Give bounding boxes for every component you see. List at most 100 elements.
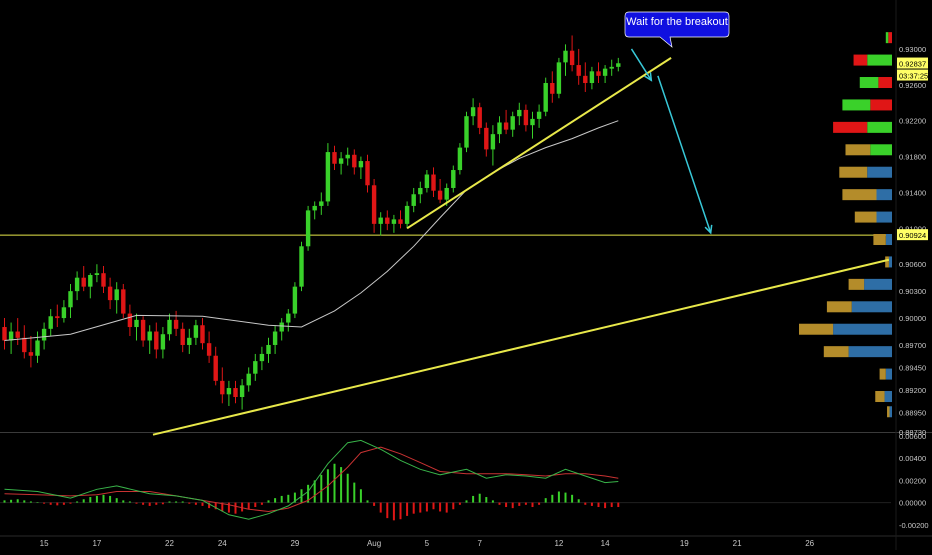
candle-body — [444, 187, 449, 200]
time-axis[interactable]: 15 17 22 24 29 Aug 5 7 12 14 19 21 26 — [40, 539, 815, 548]
volume-profile-bar — [859, 77, 879, 89]
price-tick-label: 0.92600 — [899, 81, 926, 90]
candle-body — [279, 322, 284, 332]
candle-body — [81, 277, 86, 287]
candle-body — [266, 344, 271, 354]
candle-body — [602, 68, 608, 76]
candle-body — [418, 187, 423, 195]
candle-body — [332, 152, 337, 164]
trend-lines[interactable] — [152, 57, 890, 436]
candle-body — [180, 328, 185, 345]
candle-body — [35, 340, 40, 356]
annotation-callout[interactable]: Wait for the breakout — [624, 11, 730, 48]
candle-body — [371, 185, 377, 224]
candle-body — [583, 75, 588, 84]
candle-body — [8, 331, 14, 341]
time-tick-label: 29 — [290, 539, 299, 548]
volume-profile-bar — [889, 406, 892, 418]
volume-profile-bar — [842, 99, 871, 111]
candle-body — [345, 154, 350, 159]
candle-body — [193, 325, 199, 338]
moving-average-path — [4, 120, 619, 341]
candle-body — [464, 116, 469, 148]
candle-body — [259, 353, 265, 362]
callout-bubble[interactable] — [624, 11, 730, 48]
volume-profile-bar — [867, 121, 892, 133]
volume-profile-bar — [799, 323, 834, 335]
volume-profile-bar — [870, 144, 892, 156]
time-tick-label: 24 — [218, 539, 227, 548]
level-price-badge — [897, 229, 928, 241]
candle-body — [398, 219, 403, 224]
candle-body — [147, 331, 152, 341]
level-price-label: 0.90924 — [899, 231, 926, 240]
price-axis[interactable]: 0.93000 0.92600 0.92200 0.91800 0.91400 0.910… — [897, 45, 929, 530]
candle-body — [61, 307, 67, 319]
time-tick-label: 19 — [680, 539, 689, 548]
candle-body — [411, 194, 416, 206]
candle-body — [424, 174, 430, 188]
time-tick-label: 22 — [165, 539, 174, 548]
volume-profile-bar — [853, 54, 868, 66]
candle-body — [134, 319, 139, 328]
candle-body — [352, 154, 357, 168]
countdown-label: 03:37:25 — [899, 72, 928, 81]
macd-tick-label: 0.00600 — [899, 432, 926, 441]
time-tick-label: 26 — [805, 539, 814, 548]
volume-profile-bar — [876, 211, 892, 223]
candle-body — [325, 152, 331, 202]
candle-body — [589, 71, 595, 84]
volume-profile-bar — [870, 99, 892, 111]
volume-profile — [799, 32, 892, 418]
candle-body — [550, 83, 555, 94]
candle-body — [543, 83, 548, 112]
candle-body — [596, 71, 601, 76]
candle-body — [457, 147, 463, 171]
price-tick-label: 0.90000 — [899, 314, 926, 323]
time-tick-label: 5 — [425, 539, 430, 548]
candle-body — [140, 319, 146, 341]
price-tick-label: 0.89450 — [899, 363, 926, 372]
candle-body — [312, 205, 317, 211]
candle-body — [497, 122, 502, 135]
volume-profile-bar — [826, 301, 852, 313]
candle-body — [338, 158, 344, 164]
volume-profile-bar — [823, 346, 849, 358]
candle-body — [154, 331, 159, 350]
candle-body — [121, 289, 126, 314]
volume-profile-bar — [845, 144, 871, 156]
candle-body — [127, 313, 133, 328]
candle-body — [226, 388, 232, 395]
candle-body — [365, 161, 370, 186]
candle-body — [286, 313, 291, 323]
candle-body — [358, 161, 364, 168]
price-tick-label: 0.89200 — [899, 386, 926, 395]
volume-profile-bar — [888, 256, 892, 268]
candle-body — [233, 388, 238, 398]
candle-body — [206, 343, 212, 356]
macd-line — [4, 439, 619, 520]
candle-body — [490, 134, 496, 150]
support-trend-line — [406, 57, 672, 230]
volume-profile-bar — [833, 323, 892, 335]
countdown-badge — [897, 69, 928, 81]
time-tick-label: 21 — [733, 539, 742, 548]
candle-body — [22, 337, 27, 353]
candle-body — [404, 205, 410, 224]
macd-tick-label: 0.00000 — [899, 499, 926, 508]
candle-body — [220, 380, 225, 395]
candle-body — [239, 385, 245, 398]
candle-body — [292, 286, 298, 314]
volume-profile-bar — [833, 121, 868, 133]
candle-body — [536, 111, 542, 119]
volume-profile-bar — [887, 406, 890, 418]
candle-body — [451, 170, 456, 188]
price-tick-label: 0.88730 — [899, 428, 926, 437]
projection-arrows[interactable] — [630, 48, 713, 235]
candle-body — [530, 118, 535, 126]
volume-profile-bar — [885, 368, 892, 380]
candle-body — [391, 219, 397, 224]
candle-body — [477, 107, 482, 128]
